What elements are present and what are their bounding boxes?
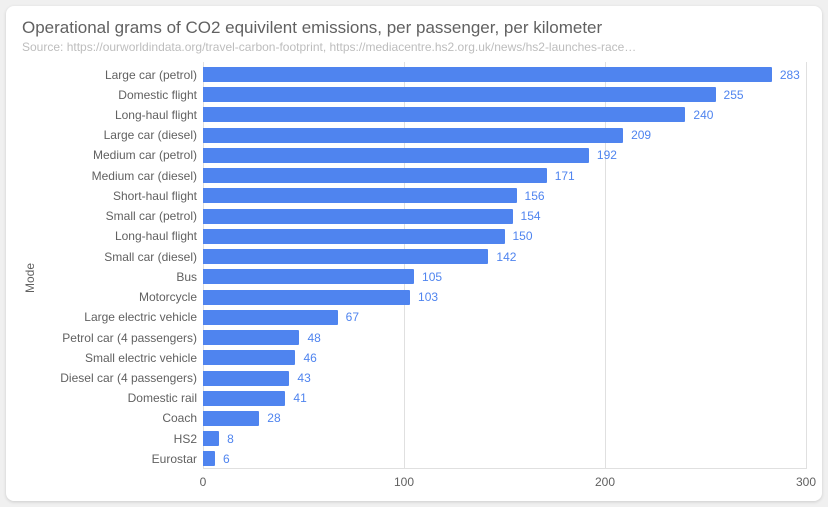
bar-value-label: 28: [267, 411, 280, 425]
bar: [203, 391, 285, 406]
bar-value-label: 154: [521, 209, 541, 223]
bar-value-label: 43: [297, 371, 310, 385]
bar-value-label: 156: [525, 189, 545, 203]
bar: [203, 269, 414, 284]
category-label: Coach: [38, 408, 203, 428]
category-label: Diesel car (4 passengers): [38, 368, 203, 388]
bar-row: 41: [203, 388, 806, 408]
category-label: Petrol car (4 passengers): [38, 327, 203, 347]
bar-value-label: 48: [307, 331, 320, 345]
bar: [203, 128, 623, 143]
bar-row: 255: [203, 85, 806, 105]
gridline: [806, 62, 807, 469]
bar: [203, 249, 488, 264]
chart-title: Operational grams of CO2 equivilent emis…: [22, 18, 806, 38]
category-label: Small electric vehicle: [38, 348, 203, 368]
category-label: Small car (petrol): [38, 206, 203, 226]
bars: 283 255 240 209 192 171 156 154 150 142 105 103 67 48…: [203, 64, 806, 469]
bar-row: 171: [203, 166, 806, 186]
bar-row: 8: [203, 429, 806, 449]
bar: [203, 87, 716, 102]
bar-value-label: 283: [780, 68, 800, 82]
category-label: Long-haul flight: [38, 226, 203, 246]
bar: [203, 290, 410, 305]
bar: [203, 371, 289, 386]
bar-row: 28: [203, 408, 806, 428]
bar-value-label: 255: [724, 88, 744, 102]
bar-value-label: 8: [227, 432, 234, 446]
bar-row: 150: [203, 226, 806, 246]
bar-value-label: 192: [597, 148, 617, 162]
category-label: Motorcycle: [38, 287, 203, 307]
bar: [203, 168, 547, 183]
category-label: Medium car (diesel): [38, 166, 203, 186]
category-label: Eurostar: [38, 449, 203, 469]
bar-value-label: 209: [631, 128, 651, 142]
bar-row: 209: [203, 125, 806, 145]
bar-value-label: 103: [418, 290, 438, 304]
bar: [203, 310, 338, 325]
bar: [203, 350, 295, 365]
category-label: Short-haul flight: [38, 186, 203, 206]
bar-row: 154: [203, 206, 806, 226]
chart-subtitle: Source: https://ourworldindata.org/trave…: [22, 40, 806, 54]
x-tick-label: 0: [200, 475, 207, 489]
bar-row: 48: [203, 327, 806, 347]
bar: [203, 431, 219, 446]
bar: [203, 330, 299, 345]
bar-row: 240: [203, 105, 806, 125]
bar-row: 156: [203, 186, 806, 206]
category-label: Large car (petrol): [38, 64, 203, 84]
category-labels: Large car (petrol)Domestic flightLong-ha…: [38, 62, 203, 493]
x-tick-label: 300: [796, 475, 816, 489]
bar-row: 192: [203, 145, 806, 165]
x-tick-label: 200: [595, 475, 615, 489]
category-label: Large electric vehicle: [38, 307, 203, 327]
plot: 0100200300 28325524020919217115615415014…: [203, 62, 806, 493]
bar-value-label: 150: [513, 229, 533, 243]
bar-row: 283: [203, 64, 806, 84]
bar-row: 105: [203, 267, 806, 287]
category-label: Domestic flight: [38, 85, 203, 105]
bar-row: 67: [203, 307, 806, 327]
bar: [203, 209, 513, 224]
bar: [203, 148, 589, 163]
category-label: Domestic rail: [38, 388, 203, 408]
bar-row: 103: [203, 287, 806, 307]
category-label: Large car (diesel): [38, 125, 203, 145]
category-label: Bus: [38, 267, 203, 287]
bar-row: 46: [203, 348, 806, 368]
bar-row: 6: [203, 449, 806, 469]
y-axis-title: Mode: [23, 263, 37, 293]
bar: [203, 229, 505, 244]
bar: [203, 451, 215, 466]
bar-value-label: 41: [293, 391, 306, 405]
bar-row: 142: [203, 247, 806, 267]
category-label: Long-haul flight: [38, 105, 203, 125]
category-label: Small car (diesel): [38, 247, 203, 267]
bar-value-label: 105: [422, 270, 442, 284]
x-tick-label: 100: [394, 475, 414, 489]
bar-value-label: 240: [693, 108, 713, 122]
plot-area: Mode Large car (petrol)Domestic flightLo…: [22, 62, 806, 493]
y-axis-title-wrap: Mode: [22, 62, 38, 493]
bar: [203, 411, 259, 426]
bar: [203, 188, 517, 203]
bar-value-label: 46: [303, 351, 316, 365]
bar-value-label: 67: [346, 310, 359, 324]
bar-value-label: 142: [496, 250, 516, 264]
bar-value-label: 171: [555, 169, 575, 183]
category-label: HS2: [38, 429, 203, 449]
bar-row: 43: [203, 368, 806, 388]
bar: [203, 107, 685, 122]
chart-card: Operational grams of CO2 equivilent emis…: [6, 6, 822, 501]
category-label: Medium car (petrol): [38, 145, 203, 165]
bar: [203, 67, 772, 82]
bar-value-label: 6: [223, 452, 230, 466]
